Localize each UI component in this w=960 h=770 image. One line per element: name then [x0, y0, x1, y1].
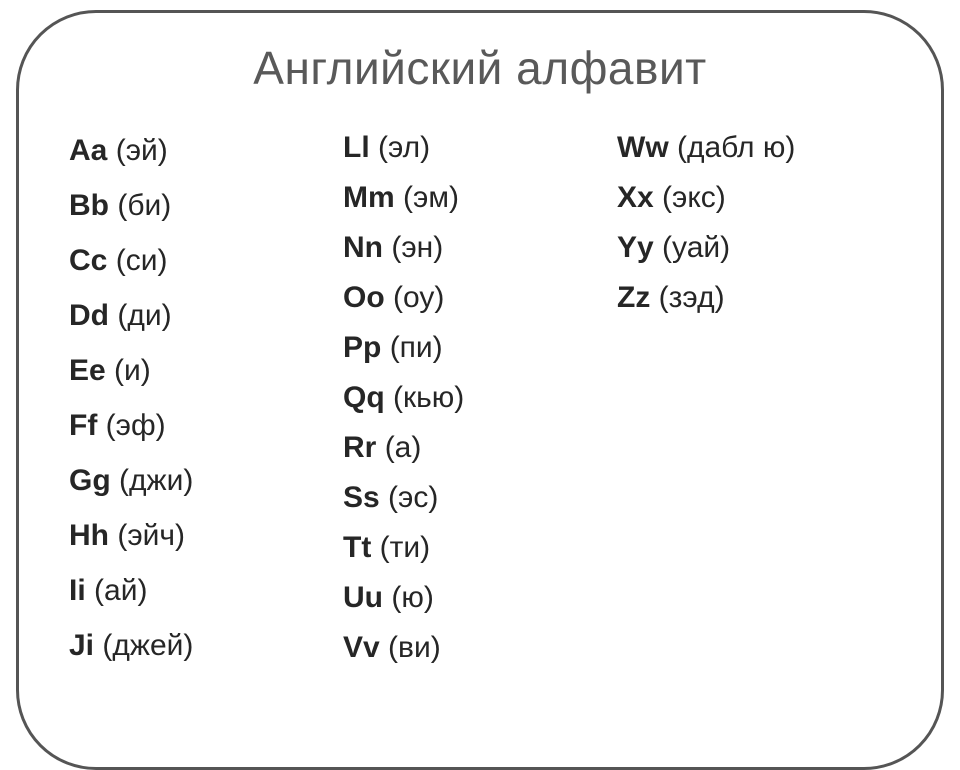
letters: Ll — [343, 131, 370, 164]
letters: Ji — [69, 629, 94, 662]
pronunciation: (пи) — [390, 331, 443, 364]
letters: Ww — [617, 131, 669, 164]
pronunciation: (эф) — [106, 409, 166, 442]
pronunciation: (ай) — [94, 574, 147, 607]
alphabet-row: Bb (би) — [69, 178, 343, 233]
pronunciation: (уай) — [662, 231, 730, 264]
alphabet-row: Oo (оу) — [343, 273, 617, 323]
alphabet-row: Ll (эл) — [343, 123, 617, 173]
alphabet-row: Nn (эн) — [343, 223, 617, 273]
letters: Zz — [617, 281, 650, 314]
letters: Tt — [343, 531, 371, 564]
letters: Ee — [69, 354, 106, 387]
letters: Yy — [617, 231, 654, 264]
pronunciation: (и) — [114, 354, 151, 387]
letters: Pp — [343, 331, 381, 364]
alphabet-row: Cc (си) — [69, 233, 343, 288]
letters: Uu — [343, 581, 383, 614]
pronunciation: (эйч) — [117, 519, 185, 552]
pronunciation: (джи) — [119, 464, 193, 497]
pronunciation: (ви) — [388, 631, 441, 664]
letters: Gg — [69, 464, 111, 497]
pronunciation: (оу) — [393, 281, 444, 314]
alphabet-row: Dd (ди) — [69, 288, 343, 343]
pronunciation: (эс) — [388, 481, 438, 514]
alphabet-row: Gg (джи) — [69, 453, 343, 508]
letters: Oo — [343, 281, 385, 314]
pronunciation: (дабл ю) — [677, 131, 795, 164]
alphabet-row: Qq (кью) — [343, 373, 617, 423]
pronunciation: (джей) — [102, 629, 193, 662]
column-2: Ll (эл) Mm (эм) Nn (эн) Oo (оу) Pp (пи) … — [343, 123, 617, 673]
alphabet-row: Rr (а) — [343, 423, 617, 473]
pronunciation: (эм) — [403, 181, 459, 214]
page-title: Английский алфавит — [69, 41, 891, 95]
letters: Aa — [69, 134, 107, 167]
letters: Bb — [69, 189, 109, 222]
letters: Hh — [69, 519, 109, 552]
pronunciation: (а) — [385, 431, 422, 464]
letters: Ii — [69, 574, 86, 607]
alphabet-row: Yy (уай) — [617, 223, 891, 273]
alphabet-row: Hh (эйч) — [69, 508, 343, 563]
pronunciation: (ти) — [380, 531, 430, 564]
alphabet-columns: Aa (эй) Bb (би) Cc (си) Dd (ди) Ee (и) F… — [69, 123, 891, 673]
letters: Rr — [343, 431, 376, 464]
alphabet-row: Ww (дабл ю) — [617, 123, 891, 173]
letters: Nn — [343, 231, 383, 264]
alphabet-row: Xx (экс) — [617, 173, 891, 223]
alphabet-row: Ss (эс) — [343, 473, 617, 523]
pronunciation: (кью) — [393, 381, 464, 414]
letters: Qq — [343, 381, 385, 414]
alphabet-row: Tt (ти) — [343, 523, 617, 573]
pronunciation: (би) — [117, 189, 171, 222]
alphabet-row: Ii (ай) — [69, 563, 343, 618]
letters: Xx — [617, 181, 654, 214]
letters: Vv — [343, 631, 380, 664]
alphabet-row: Vv (ви) — [343, 623, 617, 673]
pronunciation: (экс) — [662, 181, 726, 214]
column-1: Aa (эй) Bb (би) Cc (си) Dd (ди) Ee (и) F… — [69, 123, 343, 673]
pronunciation: (зэд) — [659, 281, 725, 314]
alphabet-row: Zz (зэд) — [617, 273, 891, 323]
pronunciation: (ю) — [391, 581, 433, 614]
letters: Ff — [69, 409, 97, 442]
alphabet-row: Aa (эй) — [69, 123, 343, 178]
pronunciation: (си) — [116, 244, 168, 277]
letters: Cc — [69, 244, 107, 277]
letters: Ss — [343, 481, 380, 514]
alphabet-row: Ji (джей) — [69, 618, 343, 673]
pronunciation: (ди) — [117, 299, 171, 332]
letters: Dd — [69, 299, 109, 332]
letters: Mm — [343, 181, 395, 214]
alphabet-card: Английский алфавит Aa (эй) Bb (би) Cc (с… — [16, 10, 944, 770]
pronunciation: (эй) — [116, 134, 168, 167]
pronunciation: (эн) — [391, 231, 443, 264]
alphabet-row: Uu (ю) — [343, 573, 617, 623]
column-3: Ww (дабл ю) Xx (экс) Yy (уай) Zz (зэд) — [617, 123, 891, 673]
pronunciation: (эл) — [378, 131, 430, 164]
alphabet-row: Ff (эф) — [69, 398, 343, 453]
alphabet-row: Ee (и) — [69, 343, 343, 398]
alphabet-row: Pp (пи) — [343, 323, 617, 373]
alphabet-row: Mm (эм) — [343, 173, 617, 223]
